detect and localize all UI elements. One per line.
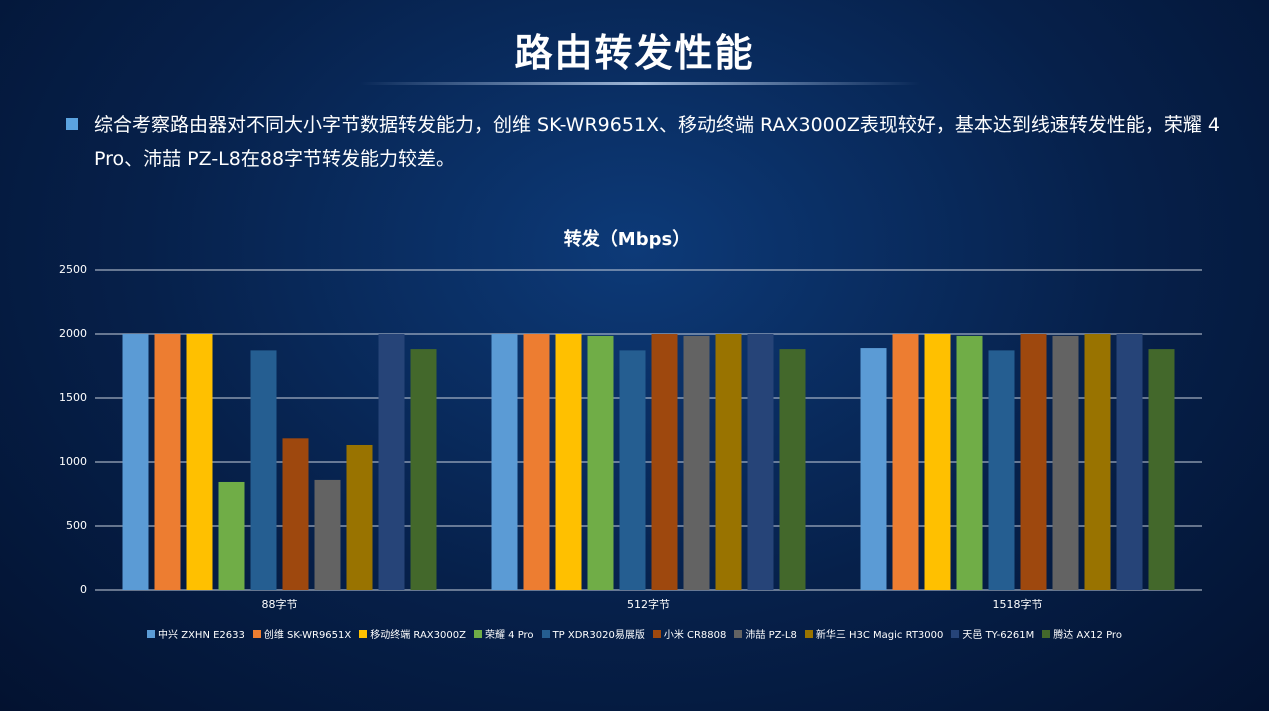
bar: [747, 334, 774, 590]
legend-item: 沛喆 PZ-L8: [734, 626, 797, 641]
bar: [1084, 334, 1111, 590]
legend-swatch: [359, 629, 368, 638]
bar: [186, 334, 213, 590]
bar: [1052, 335, 1079, 590]
bar: [314, 479, 341, 590]
legend-item: 移动终端 RAX3000Z: [359, 626, 466, 641]
legend-swatch: [652, 629, 661, 638]
x-tick-label: 88字节: [262, 597, 298, 611]
legend-swatch: [252, 629, 261, 638]
bar: [410, 349, 437, 590]
bar: [122, 334, 149, 590]
chart-title: 转发（Mbps）: [564, 228, 690, 250]
legend-label: 天邑 TY-6261M: [962, 630, 1035, 641]
y-tick-label: 500: [66, 519, 87, 532]
bullet-text: 综合考察路由器对不同大小字节数据转发能力，创维 SK-WR9651X、移动终端 …: [94, 114, 1220, 170]
bar: [892, 334, 919, 590]
legend-item: 腾达 AX12 Pro: [1042, 626, 1122, 641]
bar: [988, 350, 1015, 590]
y-tick-label: 2500: [59, 263, 87, 276]
legend-swatch: [1042, 629, 1051, 638]
x-tick-label: 1518字节: [993, 597, 1043, 611]
bar: [715, 334, 742, 590]
legend-swatch: [147, 629, 156, 638]
legend-label: 沛喆 PZ-L8: [745, 630, 797, 641]
bar: [860, 348, 887, 590]
legend-item: 荣耀 4 Pro: [473, 626, 534, 641]
bar: [619, 350, 646, 590]
legend-label: 中兴 ZXHN E2633: [158, 630, 245, 641]
y-tick-label: 0: [80, 583, 87, 596]
legend-swatch: [734, 629, 743, 638]
bar: [555, 334, 582, 590]
y-tick-label: 1000: [59, 455, 87, 468]
legend-label: 荣耀 4 Pro: [484, 630, 534, 641]
bar: [1020, 334, 1047, 590]
y-tick-label: 1500: [59, 391, 87, 404]
legend-swatch: [951, 629, 960, 638]
legend-item: 天邑 TY-6261M: [951, 626, 1034, 641]
bar: [956, 335, 983, 590]
bar: [587, 335, 614, 590]
title-rule: [360, 82, 920, 85]
x-tick-label: 512字节: [627, 597, 670, 611]
legend-label: 腾达 AX12 Pro: [1053, 630, 1122, 641]
bar: [924, 334, 951, 590]
legend-label: 创维 SK-WR9651X: [263, 630, 352, 641]
bar: [651, 334, 678, 590]
bar: [491, 334, 518, 590]
legend-label: 新华三 H3C Magic RT3000: [815, 630, 944, 641]
legend-swatch: [473, 629, 482, 638]
bar: [1116, 334, 1143, 590]
bar: [779, 349, 806, 590]
bullet-icon: [66, 118, 78, 130]
y-tick-label: 2000: [59, 327, 87, 340]
legend-swatch: [804, 629, 813, 638]
legend-label: TP XDR3020易展版: [552, 630, 645, 641]
legend-swatch: [541, 629, 550, 638]
bar: [250, 350, 277, 590]
legend-item: 新华三 H3C Magic RT3000: [804, 626, 944, 641]
legend-label: 小米 CR8808: [663, 630, 727, 641]
legend-item: 中兴 ZXHN E2633: [147, 626, 245, 641]
bar: [218, 481, 245, 590]
bar: [683, 335, 710, 590]
legend-item: 创维 SK-WR9651X: [252, 626, 352, 641]
bar: [523, 334, 550, 590]
legend: 中兴 ZXHN E2633 创维 SK-WR9651X 移动终端 RAX3000Z 荣…: [0, 626, 1269, 641]
bar: [346, 444, 373, 590]
bar: [378, 334, 405, 590]
bar: [282, 438, 309, 590]
slide-title: 路由转发性能: [514, 31, 755, 75]
legend-item: TP XDR3020易展版: [541, 626, 645, 641]
legend-label: 移动终端 RAX3000Z: [370, 630, 466, 641]
bar: [1148, 349, 1175, 590]
legend-item: 小米 CR8808: [652, 626, 727, 641]
bar: [154, 334, 181, 590]
